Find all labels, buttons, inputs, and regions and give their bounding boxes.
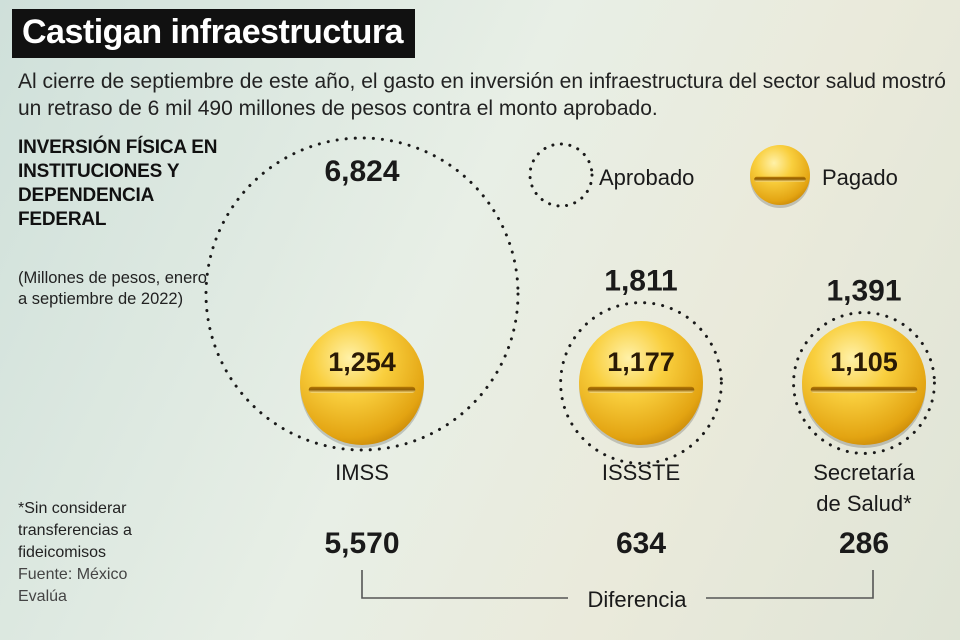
paid-value: 1,177: [607, 347, 675, 377]
side-title: INVERSIÓN FÍSICA EN INSTITUCIONES Y DEPE…: [18, 137, 218, 230]
approved-circle: [559, 301, 723, 465]
difference-value: 634: [616, 527, 666, 560]
legend-paid-swatch: [750, 145, 810, 208]
approved-circle: [204, 136, 520, 452]
footnote-source: Fuente: México Evalúa: [18, 566, 128, 605]
approved-value: 1,391: [826, 275, 901, 308]
difference-label: Diferencia: [587, 587, 687, 612]
category-label: Secretaría: [813, 460, 915, 485]
approved-value: 1,811: [604, 265, 677, 298]
category-label: de Salud*: [816, 491, 912, 516]
difference-bracket-right: [706, 570, 874, 599]
page-subtitle: Al cierre de septiembre de este año, el …: [18, 70, 946, 120]
page-title: Castigan infraestructura: [12, 9, 415, 58]
approved-value: 6,824: [324, 155, 399, 188]
footnote: *Sin considerar transferencias a fideico…: [18, 498, 178, 608]
unit-note: (Millones de pesos, enero a septiembre d…: [18, 269, 207, 308]
paid-value: 1,105: [830, 347, 898, 377]
legend: Aprobado Pagado: [528, 142, 898, 208]
legend-approved-label: Aprobado: [599, 165, 694, 190]
difference-value: 5,570: [324, 527, 399, 560]
difference-row: 5,570 634 286 Diferencia: [324, 527, 889, 612]
category-label: ISSSTE: [602, 460, 680, 485]
paid-pill: [300, 321, 424, 448]
difference-value: 286: [839, 527, 889, 560]
category-label: IMSS: [335, 460, 389, 485]
bubbles: 6,824 1,254 IMSS 1,811 1,177 ISSSTE 1,391 1,105…: [204, 136, 936, 516]
paid-value: 1,254: [328, 347, 396, 377]
paid-pill: [802, 321, 926, 448]
legend-paid-label: Pagado: [822, 165, 898, 190]
difference-bracket-left: [361, 570, 568, 599]
legend-approved-swatch: [528, 142, 594, 208]
paid-pill: [579, 321, 703, 448]
footnote-note: *Sin considerar transferencias a fideico…: [18, 500, 132, 561]
approved-circle: [792, 311, 936, 455]
